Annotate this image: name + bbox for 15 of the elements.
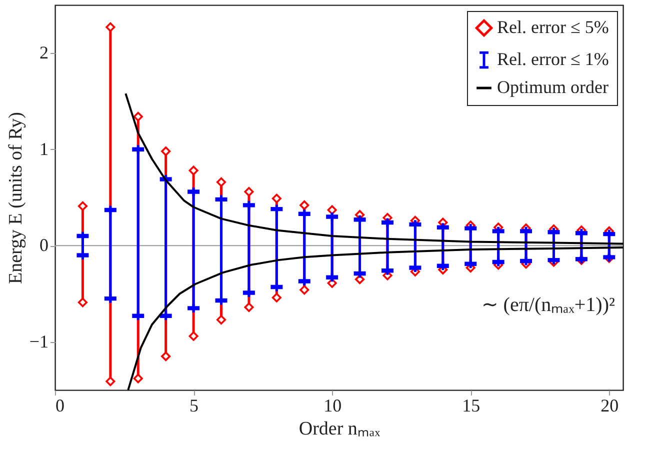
- x-tick-label: 0: [56, 396, 64, 416]
- legend-label: Rel. error ≤ 1%: [497, 49, 609, 69]
- x-tick-label: 5: [190, 396, 199, 416]
- x-axis-title: Order nₘₐₓ: [298, 418, 381, 440]
- y-tick-label: 0: [40, 235, 48, 256]
- y-tick-label: 2: [40, 42, 48, 63]
- legend-label: Rel. error ≤ 5%: [497, 17, 609, 37]
- x-tick-label: 10: [324, 396, 342, 416]
- y-tick-label: 1: [40, 138, 48, 159]
- x-tick-label: 20: [600, 396, 619, 416]
- legend-label: Optimum order: [497, 77, 608, 97]
- annotation: ∼ (eπ/(nₘₐₓ+1))²: [481, 294, 615, 316]
- y-tick-label: −1: [29, 331, 48, 352]
- x-tick-label: 15: [462, 396, 480, 416]
- y-axis-title: Energy E (units of Ry): [5, 112, 26, 284]
